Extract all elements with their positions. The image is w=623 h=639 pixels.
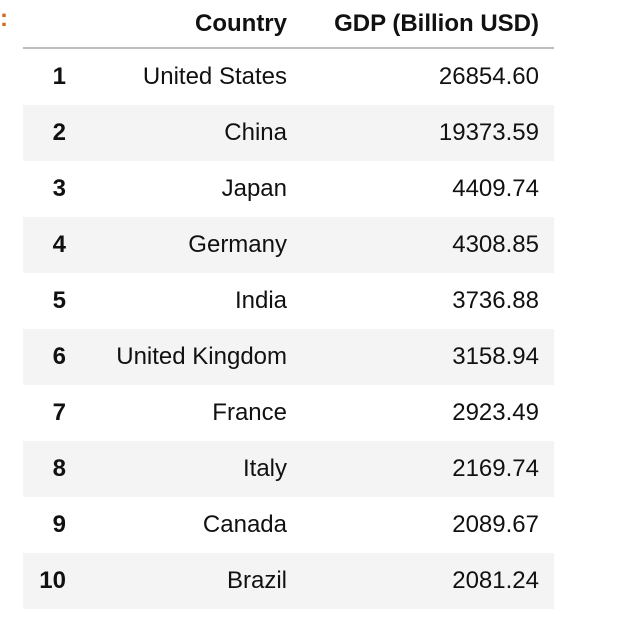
country-cell: China	[224, 119, 287, 146]
row-index: 4	[52, 231, 66, 258]
row-index: 6	[52, 343, 66, 370]
table-row: 5 India 3736.88	[23, 273, 554, 329]
header-index	[23, 0, 66, 47]
table-row: 8 Italy 2169.74	[23, 441, 554, 497]
table-row: 3 Japan 4409.74	[23, 161, 554, 217]
country-cell: United Kingdom	[116, 343, 287, 370]
table-row: 9 Canada 2089.67	[23, 497, 554, 553]
gdp-cell: 26854.60	[438, 63, 539, 90]
table-header-row: Country GDP (Billion USD)	[23, 0, 554, 49]
gdp-cell: 2081.24	[452, 567, 539, 594]
gdp-cell: 3736.88	[452, 287, 539, 314]
row-index: 8	[52, 455, 66, 482]
gdp-cell: 4409.74	[452, 175, 539, 202]
header-country: Country	[195, 9, 287, 37]
country-cell: Germany	[188, 231, 287, 258]
dataframe-table: Country GDP (Billion USD) 1 United States…	[23, 0, 554, 609]
gdp-cell: 4308.85	[452, 231, 539, 258]
country-cell: Italy	[242, 455, 287, 482]
gdp-cell: 2089.67	[452, 511, 539, 538]
gdp-cell: 19373.59	[438, 119, 539, 146]
row-index: 3	[52, 175, 66, 202]
table-row: 4 Germany 4308.85	[23, 217, 554, 273]
gdp-cell: 3158.94	[452, 343, 539, 370]
row-index: 10	[39, 567, 66, 594]
header-gdp: GDP (Billion USD)	[334, 9, 539, 37]
table-row: 10 Brazil 2081.24	[23, 553, 554, 609]
table-row: 2 China 19373.59	[23, 105, 554, 161]
row-index: 9	[52, 511, 66, 538]
country-cell: India	[234, 287, 287, 314]
country-cell: France	[212, 399, 287, 426]
table-row: 7 France 2923.49	[23, 385, 554, 441]
country-cell: Canada	[202, 511, 287, 538]
row-index: 1	[52, 63, 66, 90]
row-index: 7	[52, 399, 66, 426]
country-cell: United States	[142, 63, 287, 90]
country-cell: Japan	[221, 175, 287, 202]
row-index: 5	[52, 287, 66, 314]
gdp-cell: 2923.49	[452, 399, 539, 426]
cell-prompt-marker: :	[0, 5, 8, 32]
table-row: 6 United Kingdom 3158.94	[23, 329, 554, 385]
table-row: 1 United States 26854.60	[23, 49, 554, 105]
country-cell: Brazil	[226, 567, 287, 594]
row-index: 2	[52, 119, 66, 146]
gdp-cell: 2169.74	[452, 455, 539, 482]
table-body: 1 United States 26854.60 2 China 19373.59 3 Jap…	[23, 49, 554, 609]
